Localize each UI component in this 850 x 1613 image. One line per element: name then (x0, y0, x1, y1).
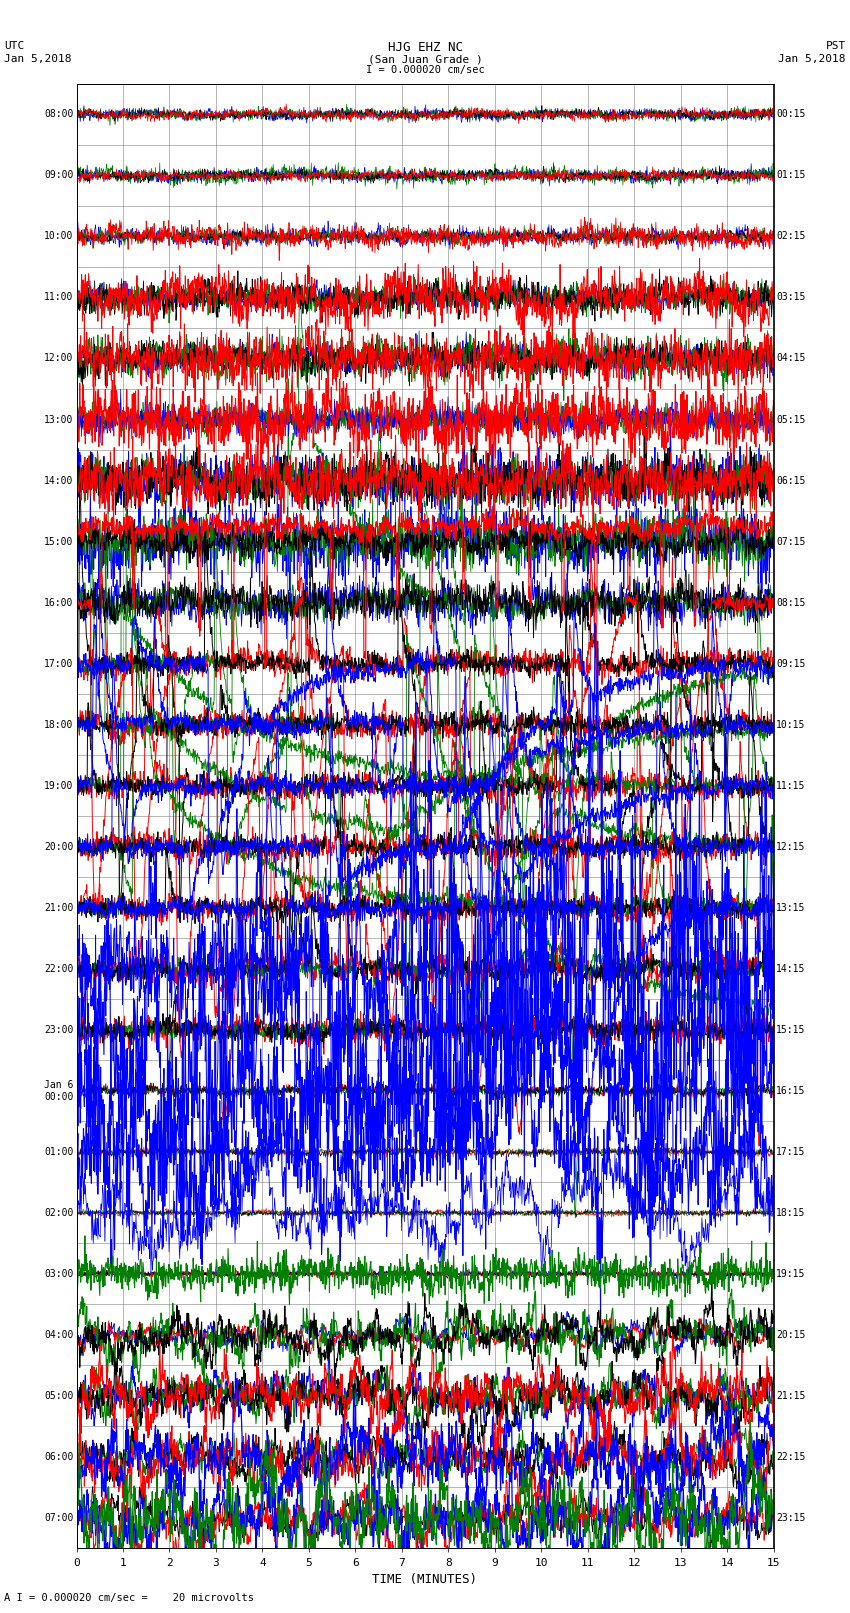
Text: Jan 5,2018: Jan 5,2018 (4, 53, 71, 65)
X-axis label: TIME (MINUTES): TIME (MINUTES) (372, 1573, 478, 1586)
Text: I = 0.000020 cm/sec: I = 0.000020 cm/sec (366, 65, 484, 76)
Text: HJG EHZ NC: HJG EHZ NC (388, 40, 462, 55)
Text: (San Juan Grade ): (San Juan Grade ) (367, 53, 483, 65)
Text: Jan 5,2018: Jan 5,2018 (779, 53, 846, 65)
Text: UTC: UTC (4, 40, 25, 52)
Text: A I = 0.000020 cm/sec =    20 microvolts: A I = 0.000020 cm/sec = 20 microvolts (4, 1594, 254, 1603)
Text: PST: PST (825, 40, 846, 52)
